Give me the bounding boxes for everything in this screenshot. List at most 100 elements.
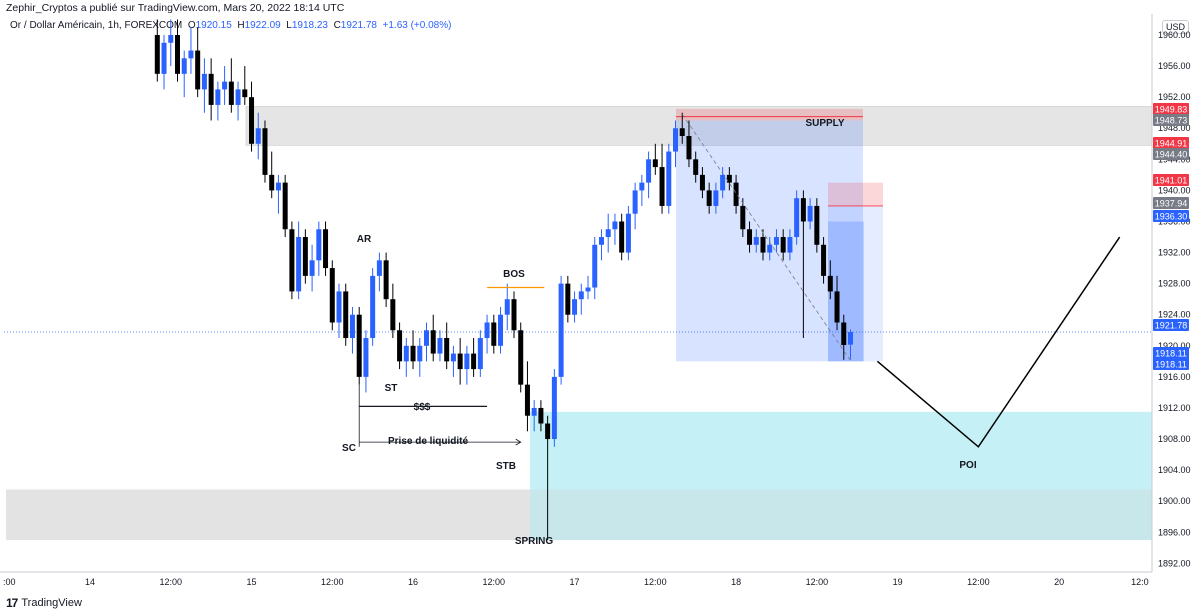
time-tick-label: 19 (893, 577, 903, 587)
high-value: 1922.09 (244, 20, 281, 31)
price-tag-box (1153, 197, 1189, 209)
candle-body (471, 353, 477, 370)
price-tick-label: 1908.00 (1158, 434, 1191, 444)
low-label: L (286, 20, 292, 31)
price-tag-box (1153, 103, 1189, 115)
candle-body (498, 314, 504, 346)
time-tick-label: 17 (570, 577, 580, 587)
price-tag: 1949.83 (1153, 103, 1189, 115)
price-tag-label: 1918.11 (1155, 349, 1187, 359)
candle-body (477, 338, 483, 370)
time-tick-label: 12:00 (806, 577, 829, 587)
label-st: ST (385, 383, 398, 394)
candle-body (464, 353, 470, 370)
candle-body (773, 237, 779, 245)
instrument-legend: Or / Dollar Américain, 1h, FOREXCOM O192… (10, 20, 451, 31)
candle-body (585, 287, 591, 292)
instrument-name[interactable]: Or / Dollar Américain, 1h, FOREXCOM (10, 20, 183, 31)
publisher-line: Zephir_Cryptos a publié sur TradingView.… (6, 2, 345, 14)
close-label: C (333, 20, 341, 31)
candle-body (794, 198, 800, 238)
price-tick-label: 1912.00 (1158, 403, 1191, 413)
candle-body (800, 198, 806, 222)
price-tag: 1948.73 (1153, 114, 1189, 126)
candle-body (383, 260, 389, 300)
drawings-layer: AR ST $$$ Prise de liquidité SC STB BOS SPRING S… (342, 114, 1121, 547)
price-tick-label: 1940.00 (1158, 185, 1191, 195)
price-tag-box (1153, 137, 1189, 149)
tradingview-logo-icon: 17 (6, 596, 18, 610)
price-tick-label: 1896.00 (1158, 527, 1191, 537)
candle-body (309, 260, 315, 276)
candle-body (652, 159, 658, 168)
candle-body (625, 213, 631, 253)
candle-body (269, 174, 275, 191)
price-tag: 1941.01 (1153, 174, 1189, 186)
price-tick-label: 1960.00 (1158, 30, 1191, 40)
candle-body (847, 331, 853, 345)
candle-body (558, 283, 564, 377)
candle-body (713, 190, 719, 206)
candle-body (356, 314, 362, 377)
candle-body (255, 128, 261, 144)
candle-body (592, 244, 598, 288)
candle-body (524, 384, 530, 416)
candle-body (787, 237, 793, 253)
label-sc: SC (342, 443, 356, 454)
currency-label[interactable]: USD (1162, 20, 1190, 34)
candle-body (733, 182, 739, 206)
price-tag-label: 1941.01 (1155, 176, 1188, 186)
candle-body (410, 345, 416, 362)
candles-layer (154, 19, 853, 541)
candle-body (235, 89, 241, 105)
label-supply: SUPPLY (805, 118, 844, 129)
time-tick-label: 18 (731, 577, 741, 587)
time-tick-label: 12:00 (967, 577, 990, 587)
open-value: 1920.15 (195, 20, 232, 31)
label-poi: POI (959, 460, 976, 471)
liquidity-arrow-head-icon (515, 438, 522, 446)
candle-body (699, 174, 705, 191)
candle-body (747, 229, 753, 245)
trend-dashed-line (681, 114, 851, 361)
candle-body (154, 35, 160, 74)
candle-body (491, 322, 497, 346)
candle-body (531, 407, 537, 416)
candle-body (296, 237, 302, 292)
candle-body (161, 42, 167, 74)
label-bos: BOS (503, 269, 525, 280)
low-value: 1918.23 (291, 20, 328, 31)
zones-layer (6, 106, 1153, 541)
candle-body (349, 314, 355, 339)
candle-body (726, 174, 732, 183)
brand-name: TradingView (21, 597, 82, 609)
projection-path (876, 236, 1121, 448)
candle-body (201, 73, 207, 90)
poi-zone (530, 411, 1152, 490)
label-stb: STB (496, 461, 516, 472)
time-tick-label: 12:00 (644, 577, 667, 587)
candle-body (646, 159, 652, 183)
price-tick-label: 1952.00 (1158, 92, 1191, 102)
price-tag-label: 1936.30 (1155, 212, 1188, 222)
price-tag-label: 1948.73 (1155, 116, 1188, 126)
candle-body (343, 291, 349, 339)
candle-body (403, 345, 409, 362)
price-tag: 1936.30 (1153, 210, 1189, 222)
poi-zone-overlap (530, 489, 1152, 541)
candle-body (289, 229, 295, 292)
candle-body (834, 291, 840, 323)
price-tag: 1944.91 (1153, 137, 1189, 149)
candle-body (275, 182, 281, 191)
time-tick-label: 14 (85, 577, 95, 587)
candle-body (679, 128, 685, 137)
position2-stop-zone (828, 182, 883, 206)
position-stop-zone (676, 108, 863, 121)
candle-body (262, 128, 268, 175)
time-tick-label: 20 (1054, 577, 1064, 587)
price-tag-box (1153, 358, 1189, 370)
price-tag: 1918.11 (1153, 347, 1189, 359)
candle-body (444, 338, 450, 362)
candle-body (390, 299, 396, 331)
